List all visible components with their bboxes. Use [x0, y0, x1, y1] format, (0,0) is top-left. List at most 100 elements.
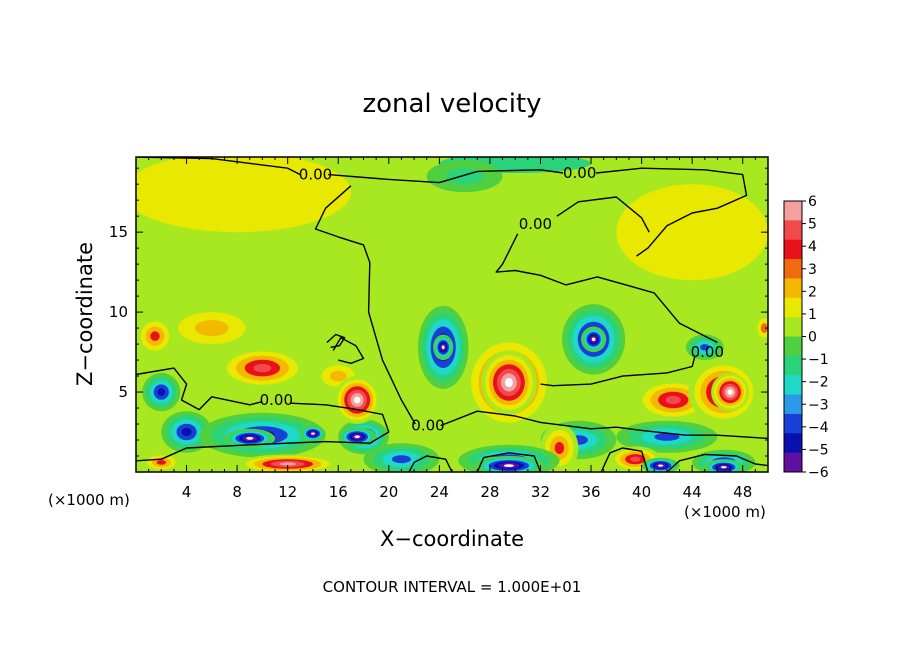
colorbar-swatch-3 [784, 259, 802, 279]
x-tick-label-32: 32 [531, 483, 550, 501]
colorbar-swatch-13 [784, 452, 802, 473]
contour-label-4: 0.00 [260, 391, 293, 409]
colorbar-label-5: 1 [808, 307, 817, 323]
colorbar-swatch-8 [784, 355, 802, 376]
field-blob-37-level-7 [503, 464, 514, 467]
zero-contour-6 [136, 367, 263, 411]
contour-label-3: 0.00 [691, 343, 724, 361]
field-blob-15-level-5 [253, 363, 272, 373]
x-tick-label-36: 36 [581, 483, 600, 501]
zero-contour-4 [556, 196, 650, 233]
velocity-field [136, 157, 768, 472]
colorbar-label-12: −6 [808, 465, 829, 481]
x-tick-label-20: 20 [379, 483, 398, 501]
field-blob-11-level-4 [700, 344, 710, 351]
field-blob-12-level-4 [654, 432, 680, 441]
field-blob-5-level-3 [194, 320, 229, 337]
colorbar-swatch-12 [784, 433, 802, 454]
y-axis-ticks: 5 10 15 [109, 167, 768, 457]
zero-contour-2 [596, 167, 748, 257]
x-tick-label-4: 4 [182, 483, 192, 501]
contour-label-1: 0.00 [563, 164, 596, 182]
colorbar-swatch-10 [784, 394, 802, 415]
zero-contours [136, 157, 768, 472]
zero-contour-10 [332, 337, 365, 364]
field-blob-28-level-6 [279, 462, 297, 466]
colorbar-label-0: 6 [808, 194, 817, 210]
zero-contour-1 [328, 169, 564, 184]
field-blob-36-level-7 [727, 389, 733, 395]
x-tick-label-48: 48 [733, 483, 752, 501]
colorbar-swatch-1 [784, 220, 802, 241]
zero-contour-3 [495, 233, 718, 344]
field-blob-2-level-1 [616, 184, 768, 281]
field-blob-38-level-7 [657, 464, 664, 467]
field-blob-33-level-7 [441, 345, 445, 350]
field-blob-6-level-3 [329, 370, 347, 382]
y-tick-label-15: 15 [109, 223, 128, 241]
zero-contour-7 [136, 402, 390, 462]
colorbar: 6 5 4 3 2 1 0 −1 −2 −3 −4 −5 −6 [783, 194, 829, 481]
y-tick-label-10: 10 [109, 303, 128, 321]
colorbar-label-11: −5 [808, 442, 829, 458]
colorbar-label-7: −1 [808, 352, 829, 368]
field-blob-17-level-5 [665, 395, 681, 405]
contour-label-5: 0.00 [411, 417, 444, 435]
colorbar-label-9: −3 [808, 397, 829, 413]
x-unit-right: (×1000 m) [684, 503, 766, 521]
contour-labels: 0.00 0.00 0.00 0.00 0.00 0.00 [260, 164, 724, 435]
contour-interval-note: CONTOUR INTERVAL = 1.000E+01 [323, 578, 582, 596]
field-blob-19-level-5 [630, 456, 641, 462]
colorbar-label-10: −4 [808, 420, 829, 436]
colorbar-swatch-9 [784, 375, 802, 396]
colorbar-label-2: 4 [808, 239, 817, 255]
field-blob-13-level-4 [156, 460, 166, 465]
field-blob-4-level-2 [445, 168, 484, 185]
colorbar-swatch-7 [784, 336, 802, 357]
x-tick-label-40: 40 [632, 483, 651, 501]
chart-title: zonal velocity [362, 89, 541, 119]
zero-contour-5 [540, 356, 696, 387]
field-blob-32-level-7 [354, 435, 360, 439]
zero-contour-11 [326, 333, 346, 348]
colorbar-swatch-0 [784, 201, 802, 221]
x-axis-ticks: 4 8 12 16 20 24 28 32 36 40 44 48 [135, 157, 769, 501]
colorbar-swatch-5 [784, 297, 802, 318]
colorbar-label-6: 0 [808, 330, 817, 346]
field-blob-8-level-4 [150, 331, 160, 341]
field-blob-16-level-5 [157, 388, 166, 396]
field-blob-39-level-7 [720, 466, 727, 469]
x-tick-label-12: 12 [278, 483, 297, 501]
field-blob-31-level-7 [311, 432, 315, 435]
zero-contour-13 [476, 452, 542, 472]
field-blob-34-level-7 [504, 377, 513, 388]
field-blob-7-level-3 [760, 323, 768, 333]
zero-contour-12 [408, 455, 453, 472]
colorbar-swatch-4 [784, 278, 802, 299]
x-tick-label-8: 8 [232, 483, 242, 501]
x-unit-left: (×1000 m) [48, 491, 130, 509]
x-tick-label-28: 28 [480, 483, 499, 501]
colorbar-label-3: 3 [808, 262, 817, 278]
field-blob-14-level-4 [391, 455, 411, 464]
colorbar-label-8: −2 [808, 375, 829, 391]
colorbar-swatch-2 [784, 239, 802, 260]
field-blob-29-level-7 [353, 396, 361, 404]
y-tick-label-5: 5 [118, 383, 128, 401]
field-blob-30-level-7 [246, 437, 254, 440]
zero-contour-14 [600, 447, 649, 472]
contour-label-0: 0.00 [299, 166, 332, 184]
x-tick-label-44: 44 [683, 483, 702, 501]
zero-contour-15 [666, 453, 768, 472]
zero-contour-8 [314, 185, 416, 425]
field-blob-21-level-5 [181, 427, 192, 437]
field-blob-35-level-7 [591, 337, 596, 342]
contour-label-2: 0.00 [519, 215, 552, 233]
colorbar-label-1: 5 [808, 217, 817, 233]
x-tick-label-24: 24 [430, 483, 449, 501]
x-tick-label-16: 16 [329, 483, 348, 501]
colorbar-swatch-11 [784, 413, 802, 434]
y-axis-label: Z−coordinate [73, 242, 97, 386]
colorbar-label-4: 2 [808, 284, 817, 300]
